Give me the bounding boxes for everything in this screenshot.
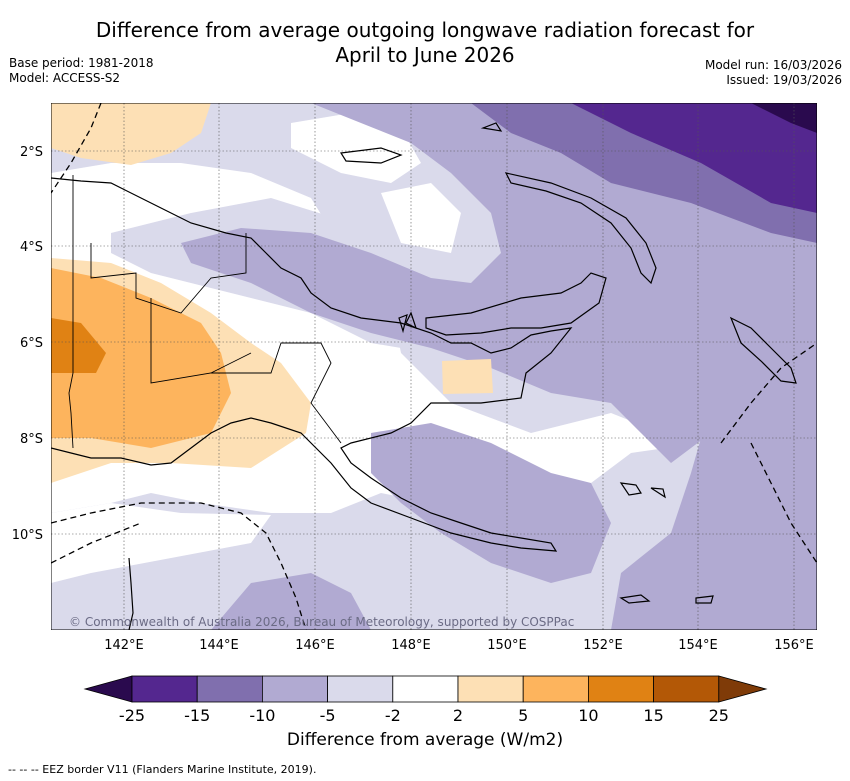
province-border <box>90 233 247 314</box>
eez-border-southeast <box>750 442 818 564</box>
latitude-tick-label: 4°S <box>20 240 43 255</box>
longitude-tick-label: 146°E <box>295 638 335 653</box>
cape-york-coastline <box>128 557 134 631</box>
map-panel: © Commonwealth of Australia 2026, Bureau… <box>50 102 818 631</box>
anomaly-extreme-negative-region <box>751 103 817 133</box>
colorbar-segment <box>392 675 459 703</box>
colorbar-title: Difference from average (W/m2) <box>286 730 564 750</box>
colorbar-extend-high <box>718 675 768 703</box>
longitude-tick-label: 154°E <box>678 638 718 653</box>
anomaly-strong-positive-west <box>51 318 106 373</box>
new-britain-coastline <box>425 272 607 336</box>
island-coastline <box>695 595 714 604</box>
bougainville-coastline <box>729 316 797 384</box>
eez-border-northwest <box>50 102 102 194</box>
title-line-2: April to June 2026 <box>335 43 515 67</box>
anomaly-slight-positive-center <box>442 359 493 394</box>
colorbar-tick-label: -2 <box>385 706 401 725</box>
anomaly-moderate-negative-east <box>611 343 817 630</box>
coastlines <box>50 122 797 631</box>
colorbar-tick-label: -25 <box>119 706 145 725</box>
anomaly-very-strong-negative-region <box>571 103 817 213</box>
meta-left: Base period: 1981-2018 Model: ACCESS-S2 <box>9 56 154 86</box>
longitude-tick-label: 148°E <box>391 638 431 653</box>
colorbar-segment <box>653 675 720 703</box>
island-coastline <box>650 487 666 499</box>
anomaly-moderate-negative-south <box>211 573 371 630</box>
province-borders <box>68 175 342 449</box>
anomaly-near-average-bottom-left <box>51 503 271 583</box>
eez-borders <box>50 102 818 631</box>
island-coastline <box>480 122 503 132</box>
eez-border-southwest <box>50 502 307 631</box>
colorbar-segment <box>196 675 263 703</box>
latitude-tick-label: 6°S <box>20 336 43 351</box>
new-ireland-coastline <box>504 172 657 285</box>
colorbar-segment <box>457 675 524 703</box>
longitude-tick-label: 150°E <box>487 638 527 653</box>
latitude-tick-label: 2°S <box>20 145 43 160</box>
colorbar-tick-label: 2 <box>453 706 463 725</box>
longitude-tick-label: 152°E <box>583 638 623 653</box>
colorbar-segment <box>327 675 394 703</box>
model-run: Model run: 16/03/2026 <box>704 58 842 72</box>
longitude-tick-label: 144°E <box>199 638 239 653</box>
chart-title: Difference from average outgoing longwav… <box>0 18 850 68</box>
colorbar-tick-label: -10 <box>249 706 275 725</box>
province-border <box>211 342 342 444</box>
longitude-tick-label: 142°E <box>104 638 144 653</box>
colorbar-tick-label: -5 <box>320 706 336 725</box>
island-coastline <box>398 314 408 334</box>
colorbar-tick-label: -15 <box>184 706 210 725</box>
longitude-tick-label: 156°E <box>774 638 814 653</box>
colorbar-tick-label: 25 <box>709 706 729 725</box>
colorbar-segment <box>522 675 589 703</box>
eez-border-east <box>720 342 818 444</box>
base-period: Base period: 1981-2018 <box>9 56 154 70</box>
colorbar-tick-label: 10 <box>578 706 598 725</box>
colorbar-tick-label: 15 <box>643 706 663 725</box>
colorbar-segment <box>588 675 655 703</box>
eez-footnote: -- -- -- EEZ border V11 (Flanders Marine… <box>8 763 317 776</box>
colorbar-segment <box>261 675 328 703</box>
model-name: Model: ACCESS-S2 <box>9 71 121 85</box>
latitude-tick-label: 8°S <box>20 432 43 447</box>
new-guinea-coastline <box>50 177 573 552</box>
colorbar-extend-low <box>83 675 133 703</box>
anomaly-moderate-positive-west <box>51 268 231 448</box>
anomaly-slight-positive-northwest <box>51 103 211 165</box>
island-coastline <box>405 311 418 330</box>
copyright-notice: © Commonwealth of Australia 2026, Bureau… <box>69 615 574 629</box>
meta-right: Model run: 16/03/2026 Issued: 19/03/2026 <box>705 58 842 88</box>
latitude-tick-label: 10°S <box>12 528 43 543</box>
title-line-1: Difference from average outgoing longwav… <box>95 18 755 42</box>
island-coastline <box>619 482 642 496</box>
graticule <box>51 103 817 630</box>
international-border-png-indonesia <box>68 175 74 449</box>
anomaly-near-average-center <box>381 183 461 253</box>
issued-date: Issued: 19/03/2026 <box>726 73 842 87</box>
olr-anomaly-map: © Commonwealth of Australia 2026, Bureau… <box>50 102 818 631</box>
colorbar-segment <box>131 675 198 703</box>
eez-border-south <box>50 522 142 564</box>
province-border <box>150 298 252 384</box>
island-coastline <box>619 594 651 604</box>
colorbar-tick-label: 5 <box>518 706 528 725</box>
manus-coastline <box>339 147 403 164</box>
